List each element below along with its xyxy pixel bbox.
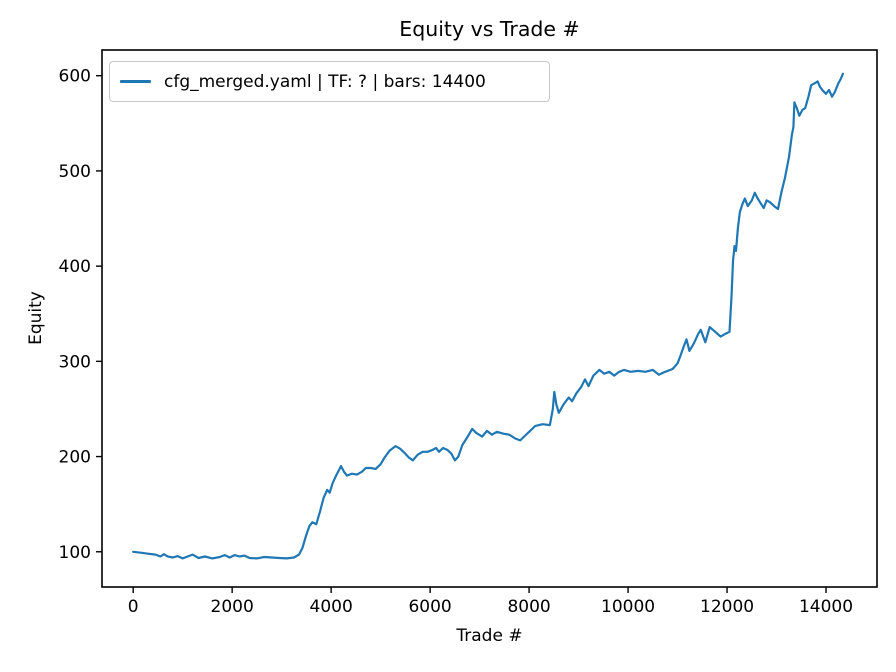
x-tick-label: 12000 bbox=[700, 597, 754, 617]
chart-title: Equity vs Trade # bbox=[399, 17, 580, 41]
y-tick-label: 400 bbox=[59, 257, 91, 277]
equity-line bbox=[132, 72, 845, 560]
x-tick-label: 6000 bbox=[408, 597, 451, 617]
y-tick-label: 300 bbox=[59, 352, 91, 372]
legend-line-swatch bbox=[120, 80, 151, 83]
axes-frame bbox=[101, 49, 878, 588]
x-tick-label: 14000 bbox=[799, 597, 853, 617]
y-tick-label: 500 bbox=[59, 162, 91, 182]
x-tick-label: 2000 bbox=[211, 597, 254, 617]
x-axis-label: Trade # bbox=[456, 626, 523, 646]
y-tick-label: 100 bbox=[59, 543, 91, 563]
y-tick-label: 600 bbox=[59, 67, 91, 87]
y-axis-label: Equity bbox=[26, 291, 46, 345]
y-tick-label: 200 bbox=[59, 448, 91, 468]
x-tick-label: 8000 bbox=[507, 597, 550, 617]
legend: cfg_merged.yaml | TF: ? | bars: 14400 bbox=[109, 61, 550, 102]
x-tick-label: 4000 bbox=[310, 597, 353, 617]
x-tick-label: 0 bbox=[128, 597, 139, 617]
x-tick-label: 10000 bbox=[601, 597, 655, 617]
legend-label: cfg_merged.yaml | TF: ? | bars: 14400 bbox=[164, 71, 486, 92]
